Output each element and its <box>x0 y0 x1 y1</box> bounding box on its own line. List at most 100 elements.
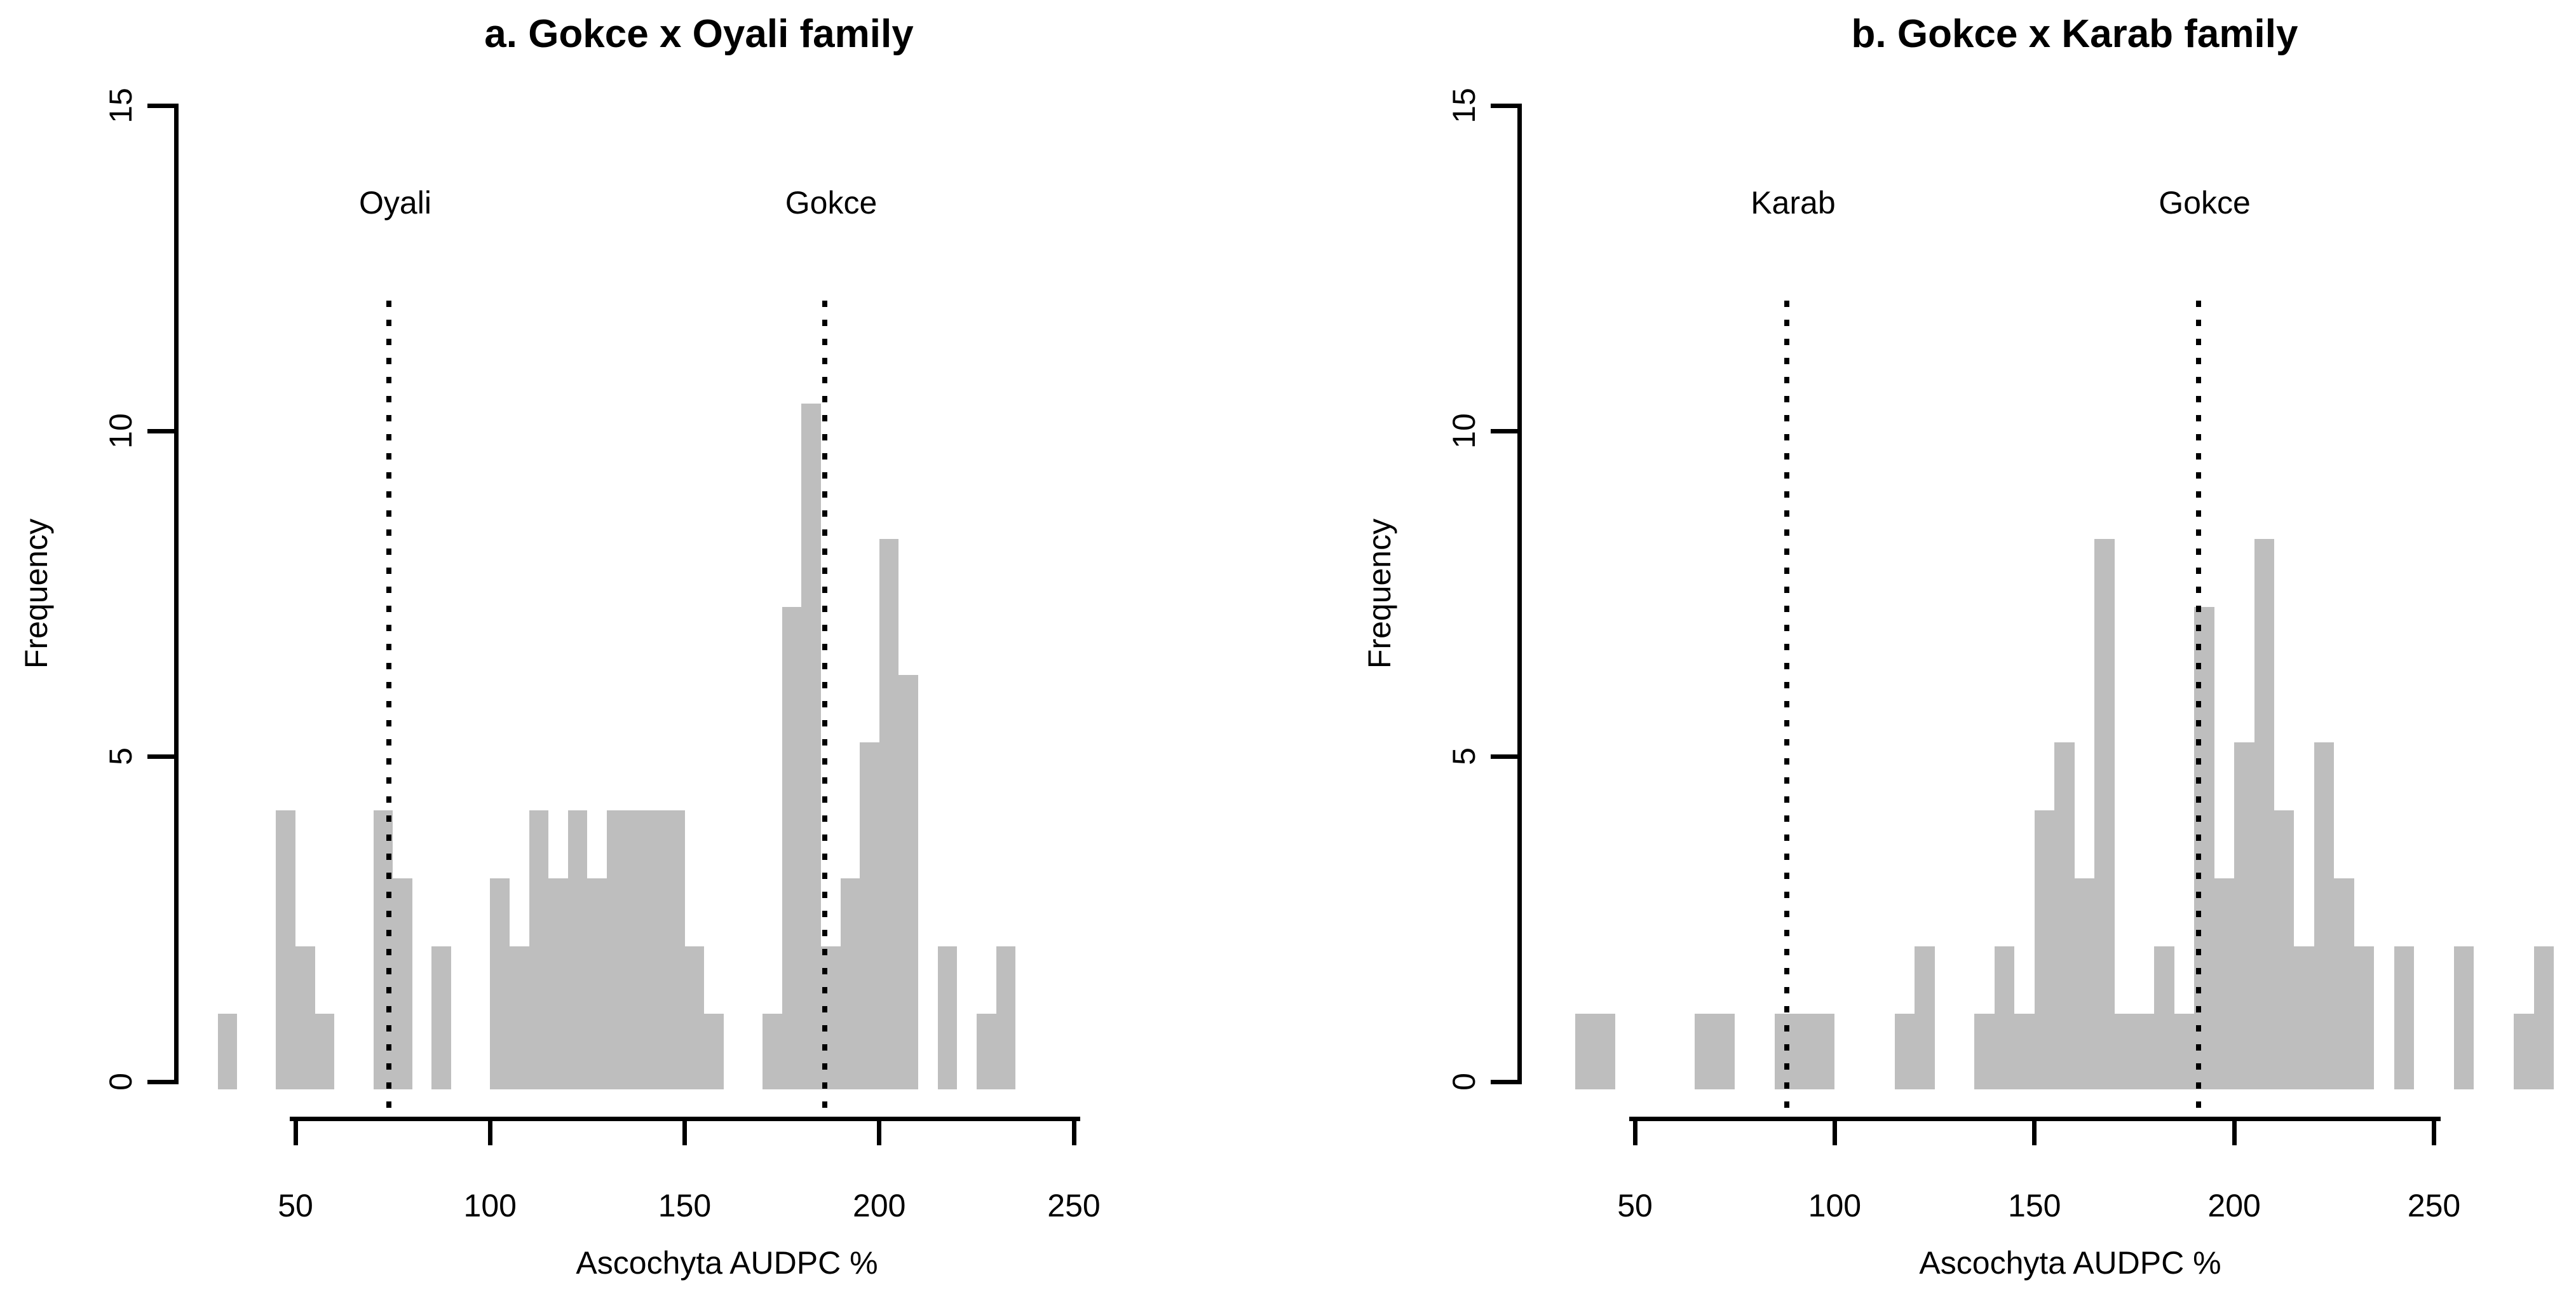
x-axis-tick <box>1632 1116 1637 1145</box>
histogram-bar <box>1915 946 1935 1089</box>
histogram-bar <box>1714 1014 1735 1089</box>
reference-line-gokce <box>822 301 827 1109</box>
histogram-bar <box>996 946 1016 1089</box>
histogram-bar <box>646 810 665 1089</box>
histogram-bar <box>2294 946 2314 1089</box>
histogram-bar <box>2533 946 2554 1089</box>
y-axis-tick <box>147 103 176 108</box>
histogram-bar <box>2254 539 2274 1089</box>
reference-line-label: Oyali <box>359 185 431 221</box>
y-axis-tick <box>1491 1079 1519 1084</box>
histogram-bar <box>860 742 879 1089</box>
histogram-bar <box>2174 1014 2195 1089</box>
histogram-bar <box>2234 742 2254 1089</box>
y-axis-tick <box>1491 754 1519 759</box>
histogram-bar <box>2314 742 2335 1089</box>
histogram-bar <box>2274 810 2295 1089</box>
x-axis-tick <box>293 1116 298 1145</box>
y-axis-line <box>1517 103 1522 1084</box>
histogram-bar <box>665 810 685 1089</box>
histogram-bar <box>1974 1014 1995 1089</box>
histogram-bar <box>2214 878 2235 1089</box>
x-axis-tick-label: 50 <box>278 1188 313 1223</box>
y-axis-tick <box>1491 103 1519 108</box>
histogram-bar <box>2134 1014 2155 1089</box>
histogram-bar <box>782 607 802 1089</box>
x-axis-tick-label: 100 <box>1808 1188 1862 1223</box>
histogram-bar <box>509 946 529 1089</box>
y-axis-tick <box>1491 428 1519 433</box>
y-axis-tick-label: 15 <box>1446 88 1482 123</box>
x-axis-tick <box>1832 1116 1837 1145</box>
histogram-bar <box>2154 946 2174 1089</box>
panel-a-y-axis-label: Frequency <box>18 518 54 669</box>
histogram-bar <box>976 1014 996 1089</box>
histogram-bar <box>2453 946 2474 1089</box>
x-axis-tick <box>682 1116 687 1145</box>
histogram-bar <box>567 810 588 1089</box>
histogram-bar <box>1994 946 2015 1089</box>
histogram-bar <box>2334 878 2354 1089</box>
histogram-bar <box>2394 946 2415 1089</box>
panel-b-x-axis-label: Ascochyta AUDPC % <box>1919 1245 2221 1281</box>
y-axis-line <box>173 103 179 1084</box>
histogram-bar <box>1695 1014 1715 1089</box>
histogram-bar <box>2054 742 2075 1089</box>
y-axis-tick-label: 0 <box>103 1073 139 1091</box>
histogram-bar <box>1794 1014 1815 1089</box>
x-axis-tick <box>2032 1116 2037 1145</box>
histogram-bar <box>529 810 549 1089</box>
histogram-bar <box>315 1014 335 1089</box>
reference-line-karab <box>1784 301 1789 1109</box>
histogram-bar <box>1575 1014 1596 1089</box>
reference-line-gokce <box>2195 301 2201 1109</box>
reference-line-label: Gokce <box>785 185 878 221</box>
histogram-bar <box>393 878 412 1089</box>
histogram-bar <box>898 674 918 1089</box>
histogram-bar <box>1595 1014 1615 1089</box>
x-axis-tick <box>877 1116 882 1145</box>
y-axis-tick <box>147 428 176 433</box>
histogram-bar <box>801 403 821 1089</box>
reference-line-label: Karab <box>1751 185 1836 221</box>
x-axis-tick <box>1071 1116 1076 1145</box>
panel-a-x-axis-label: Ascochyta AUDPC % <box>576 1245 878 1281</box>
histogram-bar <box>2014 1014 2035 1089</box>
histogram-bar <box>607 810 627 1089</box>
histogram-bar <box>587 878 607 1089</box>
y-axis-tick-label: 5 <box>103 747 139 765</box>
histogram-bar <box>2094 539 2115 1089</box>
panel-b-y-axis-label: Frequency <box>1362 518 1397 669</box>
x-axis-tick-label: 50 <box>1617 1188 1653 1223</box>
histogram-bar <box>217 1014 238 1089</box>
x-axis-tick-label: 250 <box>1047 1188 1101 1223</box>
x-axis-tick-label: 250 <box>2407 1188 2461 1223</box>
histogram-bar <box>763 1014 782 1089</box>
histogram-bar <box>1894 1014 1915 1089</box>
y-axis-tick <box>147 754 176 759</box>
y-axis-tick-label: 0 <box>1446 1073 1482 1091</box>
reference-line-oyali <box>386 301 391 1109</box>
histogram-bar <box>2114 1014 2134 1089</box>
histogram-bar <box>2034 810 2055 1089</box>
histogram-bar <box>626 810 646 1089</box>
histogram-bar <box>490 878 510 1089</box>
histogram-bar <box>548 878 568 1089</box>
panel-b-title: b. Gokce x Karab family <box>1851 12 2298 56</box>
x-axis-tick-label: 200 <box>853 1188 906 1223</box>
y-axis-tick-label: 10 <box>1446 413 1482 449</box>
panel-a-title: a. Gokce x Oyali family <box>484 12 914 56</box>
reference-line-label: Gokce <box>2159 185 2251 221</box>
histogram-bar <box>684 946 705 1089</box>
histogram-bar <box>840 878 860 1089</box>
histogram-bar <box>704 1014 724 1089</box>
y-axis-tick-label: 5 <box>1446 747 1482 765</box>
x-axis-tick-label: 150 <box>2008 1188 2061 1223</box>
histogram-bar <box>295 946 315 1089</box>
histogram-bar <box>879 539 899 1089</box>
histogram-bar <box>2354 946 2375 1089</box>
x-axis-tick <box>2432 1116 2436 1145</box>
y-axis-tick-label: 10 <box>103 413 139 449</box>
histogram-bar <box>1814 1014 1835 1089</box>
